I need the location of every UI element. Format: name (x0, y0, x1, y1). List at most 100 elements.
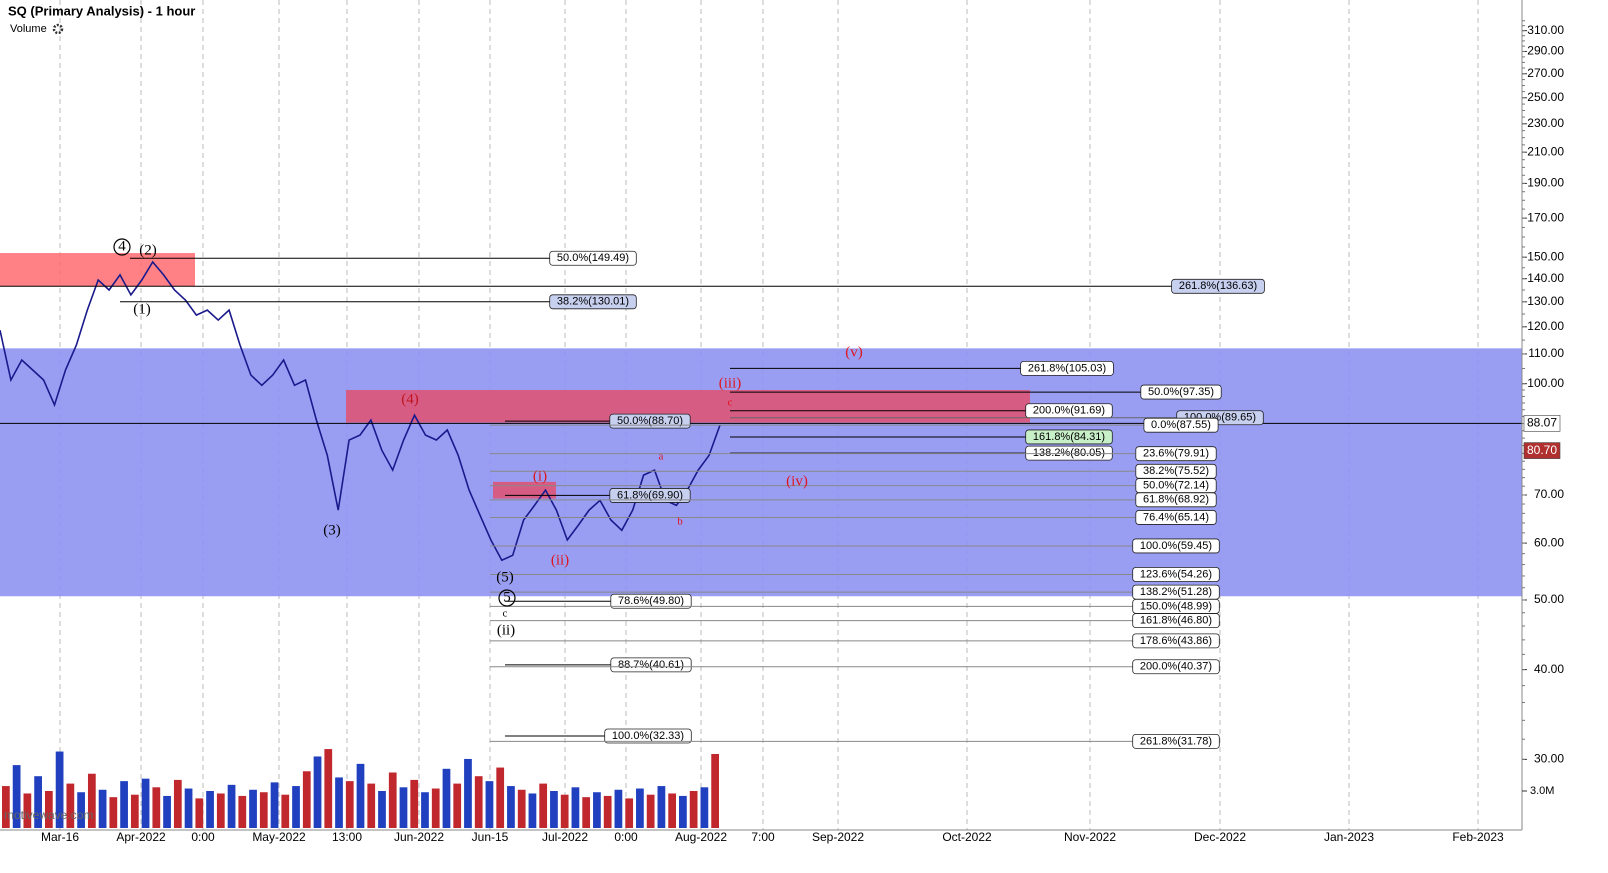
fib-label: 261.8%(31.78) (1140, 735, 1212, 747)
volume-bar (517, 789, 526, 828)
wave-label: (ii) (497, 622, 515, 638)
price-marker-label: 80.70 (1527, 443, 1557, 457)
volume-bar (23, 793, 32, 828)
wave-circle (498, 589, 516, 607)
volume-bar (345, 781, 354, 828)
fib-label-box (1135, 510, 1217, 525)
plot (0, 260, 1522, 828)
x-tick-label: Dec-2022 (1194, 830, 1246, 844)
price-marker-label: 88.07 (1527, 416, 1557, 430)
fib-label: 161.8%(84.31) (1033, 431, 1105, 443)
settings-icon[interactable] (52, 23, 64, 35)
volume-bar (216, 793, 225, 828)
x-tick-label: Jan-2023 (1324, 830, 1374, 844)
wave-label: (v) (845, 344, 863, 360)
volume-bar (173, 779, 182, 828)
volume-bar (87, 773, 96, 828)
volume-bar (270, 782, 279, 828)
fib-label: 88.7%(40.61) (618, 659, 684, 671)
fib-label: 61.8%(68.92) (1143, 494, 1209, 506)
fib-label: 100.0%(32.33) (612, 730, 684, 742)
volume-bar (689, 791, 698, 828)
volume-bar (356, 763, 365, 828)
volume-bar (120, 781, 128, 828)
volume-bar (66, 783, 75, 828)
fib-label-box (1132, 567, 1220, 582)
wave-label: (3) (323, 522, 341, 538)
volume-bar (227, 784, 236, 828)
x-tick-label: Nov-2022 (1064, 830, 1116, 844)
x-tick-label: Apr-2022 (116, 830, 166, 844)
volume-bar (679, 795, 687, 828)
volume-bar (571, 787, 580, 828)
fib-label-box (1171, 278, 1265, 294)
volume-bar (711, 754, 719, 828)
fib-label: 38.2%(75.52) (1143, 465, 1209, 477)
fib-label-box (1025, 445, 1113, 461)
fib-label-box (1132, 633, 1220, 649)
volume-bar (388, 772, 397, 828)
volume-bar (2, 786, 10, 828)
volume-bar (603, 795, 612, 828)
price-marker (1523, 415, 1561, 432)
fib-label-box (1135, 492, 1217, 508)
volume-bar (453, 783, 462, 828)
y-tick-label: 60.00 (1534, 535, 1564, 549)
annotations: 50.0%(149.49) 38.2%(130.01) 261.8%(136.63)… (0, 238, 1265, 749)
volume-bar (367, 783, 376, 828)
y-tick-label: 140.00 (1527, 271, 1564, 285)
x-tick-label: Oct-2022 (942, 830, 992, 844)
wave-label: c (503, 608, 508, 620)
fib-label: 50.0%(72.14) (1143, 479, 1209, 491)
price-line (0, 260, 721, 562)
volume-bar (485, 781, 494, 828)
volume-bar (614, 789, 623, 828)
fib-label: 261.8%(136.63) (1179, 280, 1257, 292)
wave-label: 4 (118, 238, 126, 254)
volume-bar (539, 783, 548, 828)
volume-bar (98, 789, 107, 828)
fib-label: 138.2%(80.05) (1033, 447, 1105, 459)
volume-bar (668, 793, 677, 828)
fib-label: 50.0%(88.70) (617, 415, 683, 427)
volume-bar (44, 791, 53, 828)
volume-bar (324, 749, 333, 828)
volume-bar (335, 777, 343, 828)
fib-label-box (1140, 384, 1222, 400)
x-tick-label: 0:00 (614, 830, 638, 844)
fib-label-box (604, 728, 692, 744)
fib-label: 178.6%(43.86) (1140, 635, 1212, 647)
y-tick-label: 170.00 (1527, 210, 1564, 224)
volume-bar (421, 792, 429, 828)
volume-bar (281, 794, 290, 828)
volume-bar (646, 794, 655, 828)
fib-label: 200.0%(40.37) (1140, 661, 1212, 673)
x-tick-label: Mar-16 (41, 830, 79, 844)
fib-label: 150.0%(48.99) (1140, 600, 1212, 612)
y-tick-label: 100.00 (1527, 376, 1564, 390)
watermark: motivewave.com (4, 808, 93, 822)
fib-label-box (1132, 659, 1220, 675)
x-tick-label: Jun-15 (472, 830, 509, 844)
volume-bar (399, 787, 408, 828)
y-tick-label: 120.00 (1527, 319, 1564, 333)
fib-label-box (609, 413, 691, 429)
y-tick-label: 190.00 (1527, 176, 1564, 190)
volume-bar (410, 779, 419, 828)
fib-label-box (1132, 613, 1220, 629)
indicator-label: Volume (10, 23, 47, 35)
y-tick-label: 210.00 (1527, 144, 1564, 158)
price-axis: Mar-16 Apr-2022 0:00 May-2022 13:00 Jun-2022 J… (41, 20, 1564, 844)
wave-label: (i) (533, 468, 547, 484)
volume-bar (700, 787, 709, 828)
fib-label: 50.0%(97.35) (1148, 386, 1214, 398)
volume-bar (313, 756, 322, 828)
x-tick-label: May-2022 (252, 830, 306, 844)
volume-bar (109, 797, 118, 828)
x-tick-label: Jul-2022 (542, 830, 588, 844)
volume-bar (550, 791, 558, 828)
volume-bar (625, 798, 634, 828)
y-tick-label: 50.00 (1534, 592, 1564, 606)
volume-bar (238, 795, 247, 828)
fib-label: 50.0%(149.49) (557, 252, 629, 264)
